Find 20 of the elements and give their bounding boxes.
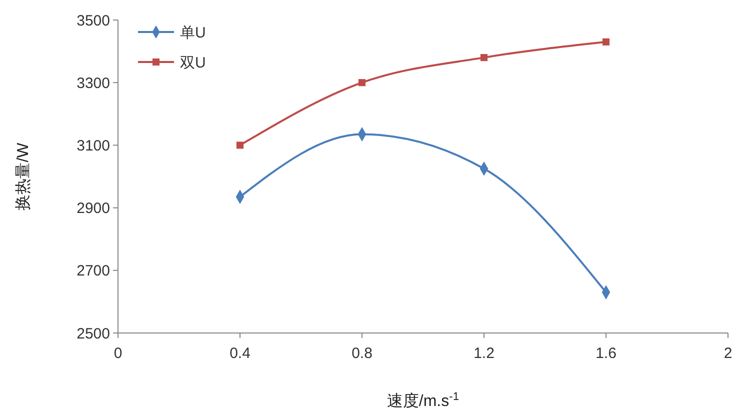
legend-label: 双U xyxy=(180,54,206,72)
legend-label: 单U xyxy=(180,24,206,42)
x-tick-label: 1.2 xyxy=(474,345,494,362)
y-tick-label: 3500 xyxy=(76,12,110,30)
point xyxy=(236,142,244,149)
x-tick-label: 0 xyxy=(114,345,122,362)
y-axis-title: 换热量/W xyxy=(15,142,32,210)
point xyxy=(358,79,366,86)
x-tick-label: 1.6 xyxy=(596,345,616,362)
x-axis-title: 速度/m.s$^{-1}$ xyxy=(386,391,460,410)
point xyxy=(480,54,488,62)
x-tick-label: 0.8 xyxy=(352,345,372,362)
y-tick-label: 2500 xyxy=(76,325,110,342)
x-tick-label: 2 xyxy=(724,345,732,362)
point xyxy=(602,38,610,46)
y-tick-label: 3300 xyxy=(76,74,110,92)
x-tick-label: 0.4 xyxy=(230,345,250,362)
y-tick-label: 3100 xyxy=(76,137,110,154)
y-tick-label: 2700 xyxy=(76,262,110,280)
y-tick-label: 2900 xyxy=(76,200,110,218)
